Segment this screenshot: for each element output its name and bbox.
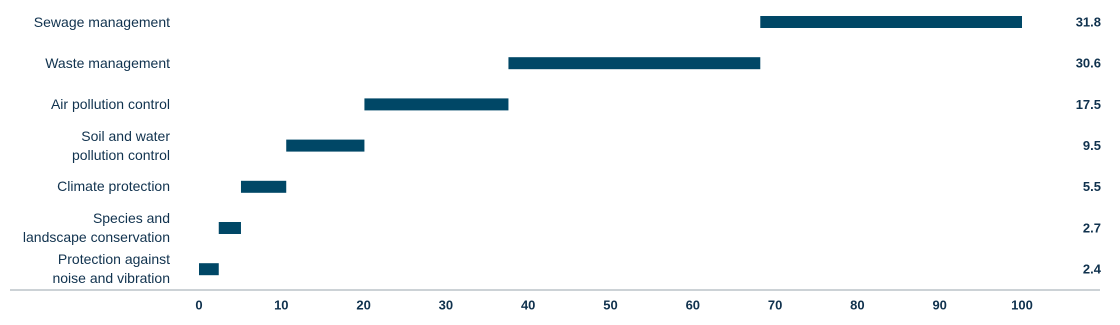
category-label: Species and landscape conservation <box>22 210 170 245</box>
category-label: Waste management <box>45 54 170 71</box>
category-label: Protection against noise and vibration <box>52 251 170 287</box>
value-label: 30.6 <box>1076 56 1101 71</box>
value-label: 9.5 <box>1083 138 1101 153</box>
category-label: Climate protection <box>57 178 170 195</box>
bar <box>760 16 1022 28</box>
x-tick-label: 100 <box>1011 297 1033 312</box>
value-label: 5.5 <box>1083 179 1101 194</box>
category-label: Air pollution control <box>50 95 170 112</box>
bar <box>364 98 509 111</box>
bar <box>286 139 365 152</box>
x-tick-label: 50 <box>603 297 617 312</box>
category-label: Soil and water pollution control <box>71 127 170 163</box>
bar <box>240 180 287 193</box>
x-tick-label: 70 <box>768 297 782 312</box>
value-label: 17.5 <box>1076 97 1101 112</box>
category-label: Sewage management <box>33 13 170 30</box>
x-tick-label: 90 <box>932 297 946 312</box>
value-label: 31.8 <box>1076 14 1101 29</box>
value-label: 2.7 <box>1083 220 1101 235</box>
bar <box>218 222 241 234</box>
x-tick-label: 40 <box>521 297 535 312</box>
bar <box>508 57 761 70</box>
x-tick-label: 0 <box>195 297 202 312</box>
value-label: 2.4 <box>1083 262 1102 277</box>
bar <box>199 263 219 276</box>
x-tick-label: 30 <box>439 297 453 312</box>
x-tick-label: 80 <box>850 297 864 312</box>
x-tick-label: 20 <box>356 297 370 312</box>
x-tick-label: 10 <box>274 297 288 312</box>
x-tick-label: 60 <box>686 297 700 312</box>
